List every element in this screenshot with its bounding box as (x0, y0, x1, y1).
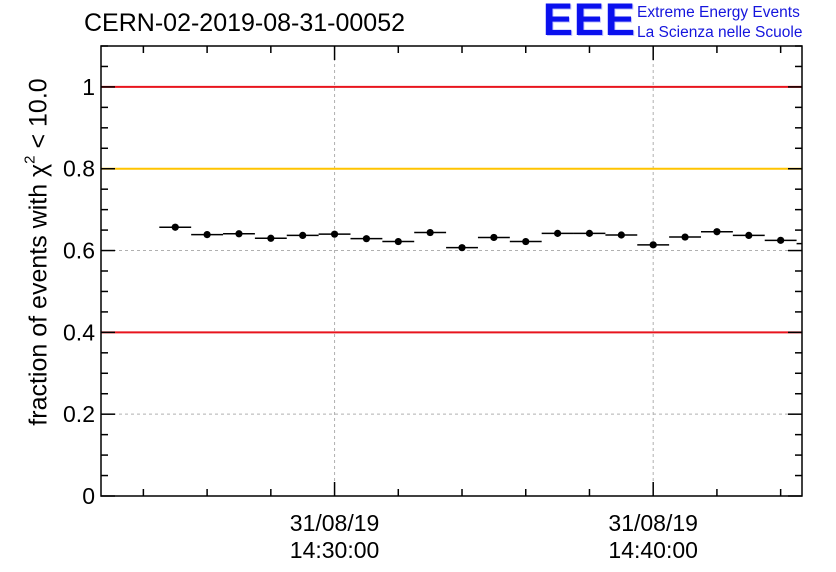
y-tick-label: 0.4 (63, 319, 95, 345)
y-axis-label-prefix: fraction of events with (24, 183, 53, 426)
data-point (617, 231, 625, 239)
x-tick-label-time: 14:40:00 (608, 537, 698, 563)
y-axis-label: fraction of events with χ2 < 10.0 (21, 78, 54, 426)
data-series (159, 223, 816, 252)
x-tick-label-date: 31/08/19 (608, 510, 698, 536)
data-point (394, 237, 402, 246)
y-axis-label-suffix: < 10.0 (24, 78, 53, 149)
data-point (171, 223, 179, 231)
x-tick-label-date: 31/08/19 (290, 510, 380, 536)
data-point (426, 228, 434, 237)
data-point (713, 228, 721, 236)
y-axis-label-symbol: χ (24, 163, 53, 177)
y-tick-label: 1 (82, 74, 95, 100)
plot-frame (100, 45, 803, 497)
data-point (458, 244, 466, 252)
y-tick-label: 0.6 (63, 238, 95, 264)
data-point (554, 229, 562, 237)
data-point (362, 235, 371, 243)
data-point (585, 229, 594, 237)
data-point (267, 234, 275, 242)
data-point (299, 231, 307, 240)
data-point (745, 231, 753, 240)
y-tick-label: 0.2 (63, 401, 95, 427)
y-tick-label: 0 (82, 483, 95, 509)
x-tick-label-time: 14:30:00 (290, 537, 380, 563)
data-point (490, 233, 498, 242)
data-point (649, 241, 657, 249)
y-tick-label: 0.8 (63, 156, 95, 182)
data-point (681, 233, 689, 241)
data-point (522, 237, 530, 246)
chart-title: CERN-02-2019-08-31-00052 (84, 9, 406, 37)
data-point (203, 230, 211, 239)
logo-line-1: Extreme Energy Events (637, 4, 800, 21)
data-point (777, 236, 785, 244)
data-point (330, 230, 339, 238)
data-point (809, 240, 816, 247)
logo-mark: EEE (543, 0, 637, 45)
data-point (235, 230, 243, 238)
y-axis-label-superscript: 2 (21, 155, 39, 164)
logo-line-2: La Scienza nelle Scuole (637, 24, 803, 41)
